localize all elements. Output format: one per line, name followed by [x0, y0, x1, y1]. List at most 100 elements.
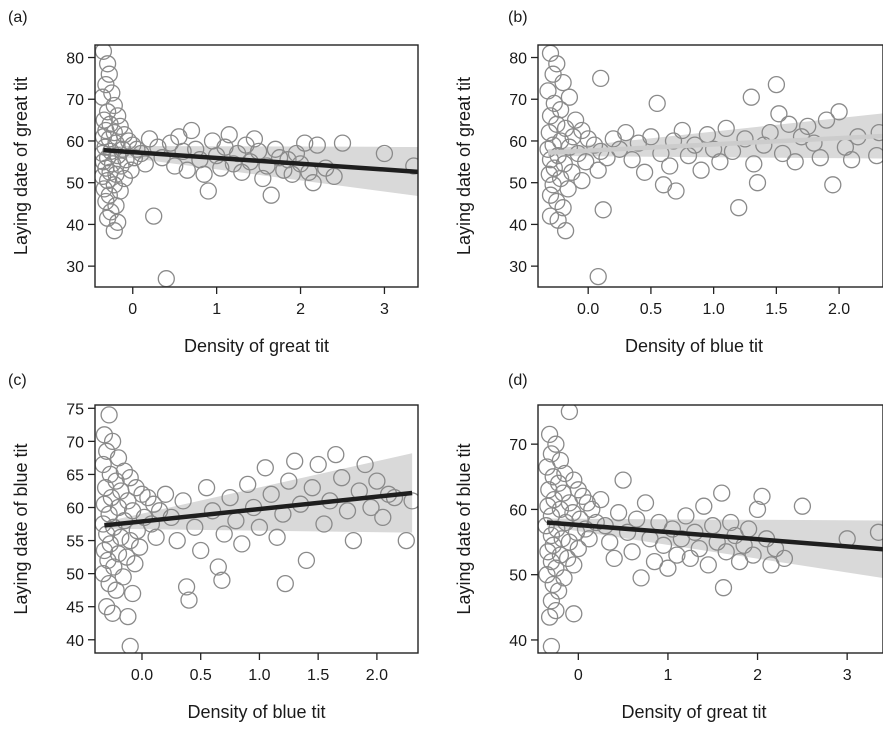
data-point: [182, 121, 201, 140]
data-point: [109, 146, 127, 165]
data-point: [142, 515, 161, 533]
data-point: [663, 520, 682, 538]
data-point: [654, 176, 673, 194]
data-point: [344, 531, 363, 550]
data-point: [95, 541, 114, 560]
data-point: [197, 479, 216, 497]
data-point: [304, 174, 322, 192]
data-point: [539, 497, 557, 515]
data-point: [308, 136, 326, 154]
data-point: [830, 103, 848, 121]
y-tick-label: 50: [66, 567, 84, 584]
data-point: [233, 163, 251, 181]
data-point: [748, 500, 767, 519]
y-tick-label: 70: [509, 437, 527, 454]
data-point: [95, 167, 112, 186]
data-point: [125, 149, 144, 167]
data-point: [576, 520, 595, 538]
data-point: [276, 574, 294, 593]
data-point: [668, 546, 686, 564]
panel-label: (a): [8, 9, 28, 26]
data-point: [824, 176, 842, 194]
data-point: [648, 94, 666, 113]
data-point: [677, 507, 695, 525]
data-point: [540, 608, 559, 626]
data-point: [374, 508, 392, 527]
y-tick-label: 70: [66, 92, 84, 109]
plot-frame: [94, 44, 419, 288]
data-point: [540, 165, 558, 183]
data-point: [869, 523, 883, 541]
data-point: [262, 485, 280, 503]
data-point: [664, 132, 683, 150]
data-point: [98, 598, 116, 616]
data-point: [548, 192, 566, 211]
x-tick-label: 1: [212, 301, 221, 318]
data-point: [105, 96, 123, 115]
data-point: [753, 487, 771, 506]
data-point: [174, 142, 192, 161]
data-point: [333, 134, 352, 152]
data-point: [270, 149, 289, 167]
data-point: [549, 474, 568, 492]
panel-d: 0 1 2 3 40 50 60 70 Density of great tit Laying d…: [454, 372, 883, 722]
data-point: [614, 471, 632, 489]
data-point: [136, 155, 154, 173]
data-point: [817, 111, 836, 129]
data-point: [583, 500, 601, 519]
data-point: [636, 494, 655, 512]
data-point: [554, 199, 572, 217]
data-point: [266, 140, 285, 158]
data-point: [540, 425, 559, 444]
data-point: [695, 497, 713, 515]
data-point: [97, 159, 115, 177]
data-point: [585, 136, 604, 154]
data-point: [560, 138, 579, 156]
data-point: [233, 535, 251, 553]
data-point: [114, 568, 132, 586]
data-point: [870, 123, 883, 142]
panel-b: 0.0 0.5 1.0 1.5 2.0 30 40 50 60 70 80 Density of bl…: [454, 9, 883, 356]
y-tick-label: 60: [66, 134, 84, 151]
data-point: [730, 199, 748, 217]
data-point: [139, 488, 157, 507]
data-point: [547, 601, 565, 620]
panel-label: (c): [8, 372, 27, 389]
x-tick-label: 2: [296, 301, 305, 318]
data-point: [333, 469, 351, 487]
data-point: [545, 159, 563, 177]
data-point: [327, 445, 345, 464]
data-point: [112, 482, 130, 500]
data-point: [569, 539, 587, 558]
data-point: [296, 134, 314, 152]
data-point: [623, 543, 641, 561]
x-tick-label: 3: [843, 667, 852, 684]
data-point: [609, 504, 628, 522]
data-point: [103, 84, 121, 102]
y-tick-label: 70: [66, 434, 84, 451]
data-point: [770, 105, 788, 123]
data-point: [661, 157, 679, 175]
data-point: [98, 103, 117, 121]
x-tick-label: 1.0: [248, 667, 270, 684]
data-point: [119, 607, 137, 626]
data-point: [654, 536, 673, 554]
data-point: [95, 111, 113, 129]
data-point: [203, 502, 222, 520]
y-tick-label: 65: [66, 467, 84, 484]
y-tick-label: 30: [66, 259, 84, 276]
panel-label: (b): [508, 9, 528, 26]
data-point: [121, 469, 139, 487]
data-point: [580, 530, 598, 548]
data-point: [153, 149, 171, 167]
y-tick-label: 40: [66, 633, 84, 650]
y-tick-label: 80: [66, 51, 84, 68]
data-point: [309, 455, 327, 474]
data-point: [168, 531, 186, 550]
data-point: [115, 462, 134, 480]
data-point: [135, 508, 153, 527]
data-point: [107, 472, 125, 490]
data-point: [548, 55, 566, 73]
plot-frame: [537, 404, 883, 654]
data-point: [544, 468, 562, 486]
